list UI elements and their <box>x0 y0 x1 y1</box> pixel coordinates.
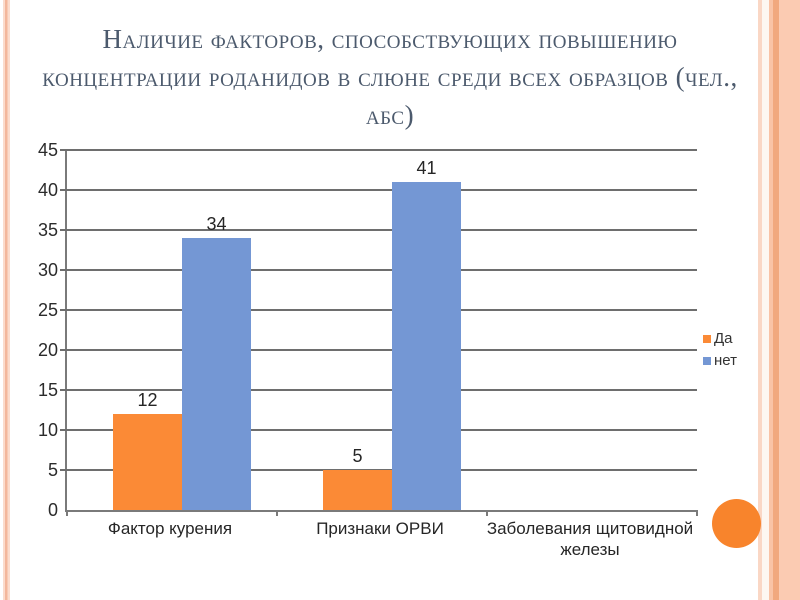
y-tick-label: 10 <box>37 420 58 440</box>
legend-item: Да <box>703 328 737 350</box>
legend-label: нет <box>714 352 737 369</box>
grid-line <box>60 349 697 351</box>
legend-label: Да <box>714 330 733 347</box>
bar-нет: 34 <box>182 214 251 510</box>
bar-нет: 41 <box>392 158 461 510</box>
decorative-circle <box>712 499 761 548</box>
bar-pair: 5 41 <box>323 158 461 510</box>
right-edge-stripe-band <box>752 0 800 600</box>
bar-Да: 12 <box>113 390 182 510</box>
y-tick-label: 0 <box>47 500 58 520</box>
data-label: 41 <box>416 158 437 178</box>
y-tick-label: 15 <box>37 380 58 400</box>
x-axis-tick <box>276 510 278 516</box>
x-axis-tick <box>696 510 698 516</box>
data-label: 12 <box>137 390 158 410</box>
category-label: Заболевания щитовидной железы <box>486 519 694 559</box>
y-tick-label: 45 <box>37 140 58 160</box>
y-tick-label: 35 <box>37 220 58 240</box>
legend-item: нет <box>703 350 737 372</box>
y-tick-label: 30 <box>37 260 58 280</box>
grid-line <box>60 309 697 311</box>
data-label: 34 <box>206 214 227 234</box>
grid-line <box>60 429 697 431</box>
y-tick-label: 40 <box>37 180 58 200</box>
category-label: Фактор курения <box>107 519 233 538</box>
grid-line <box>60 189 697 191</box>
legend-swatch <box>703 335 711 343</box>
y-tick-label: 25 <box>37 300 58 320</box>
bar-Да: 5 <box>323 446 392 510</box>
y-axis-labels: 0 5 10 15 20 25 30 35 40 45 <box>18 141 58 519</box>
category-group <box>487 150 697 510</box>
x-axis-tick <box>486 510 488 516</box>
left-edge-stripe <box>3 0 10 600</box>
data-label: 5 <box>352 446 363 466</box>
category-group: 12 34 <box>67 150 277 510</box>
grid-line <box>60 229 697 231</box>
y-tick-label: 5 <box>47 460 58 480</box>
y-tick-label: 20 <box>37 340 58 360</box>
bar-pair: 12 34 <box>113 214 251 510</box>
category-label: Признаки ОРВИ <box>316 519 444 538</box>
grid-line <box>60 149 697 151</box>
category-group: 5 41 <box>277 150 487 510</box>
legend-swatch <box>703 357 711 365</box>
slide-title: Наличие факторов, способствующих повышен… <box>42 24 738 130</box>
legend: Да нет <box>703 328 737 372</box>
x-axis-tick <box>66 510 68 516</box>
grid-line <box>60 269 697 271</box>
grid-line <box>60 389 697 391</box>
plot-area: 12 34 5 41 <box>60 149 698 516</box>
